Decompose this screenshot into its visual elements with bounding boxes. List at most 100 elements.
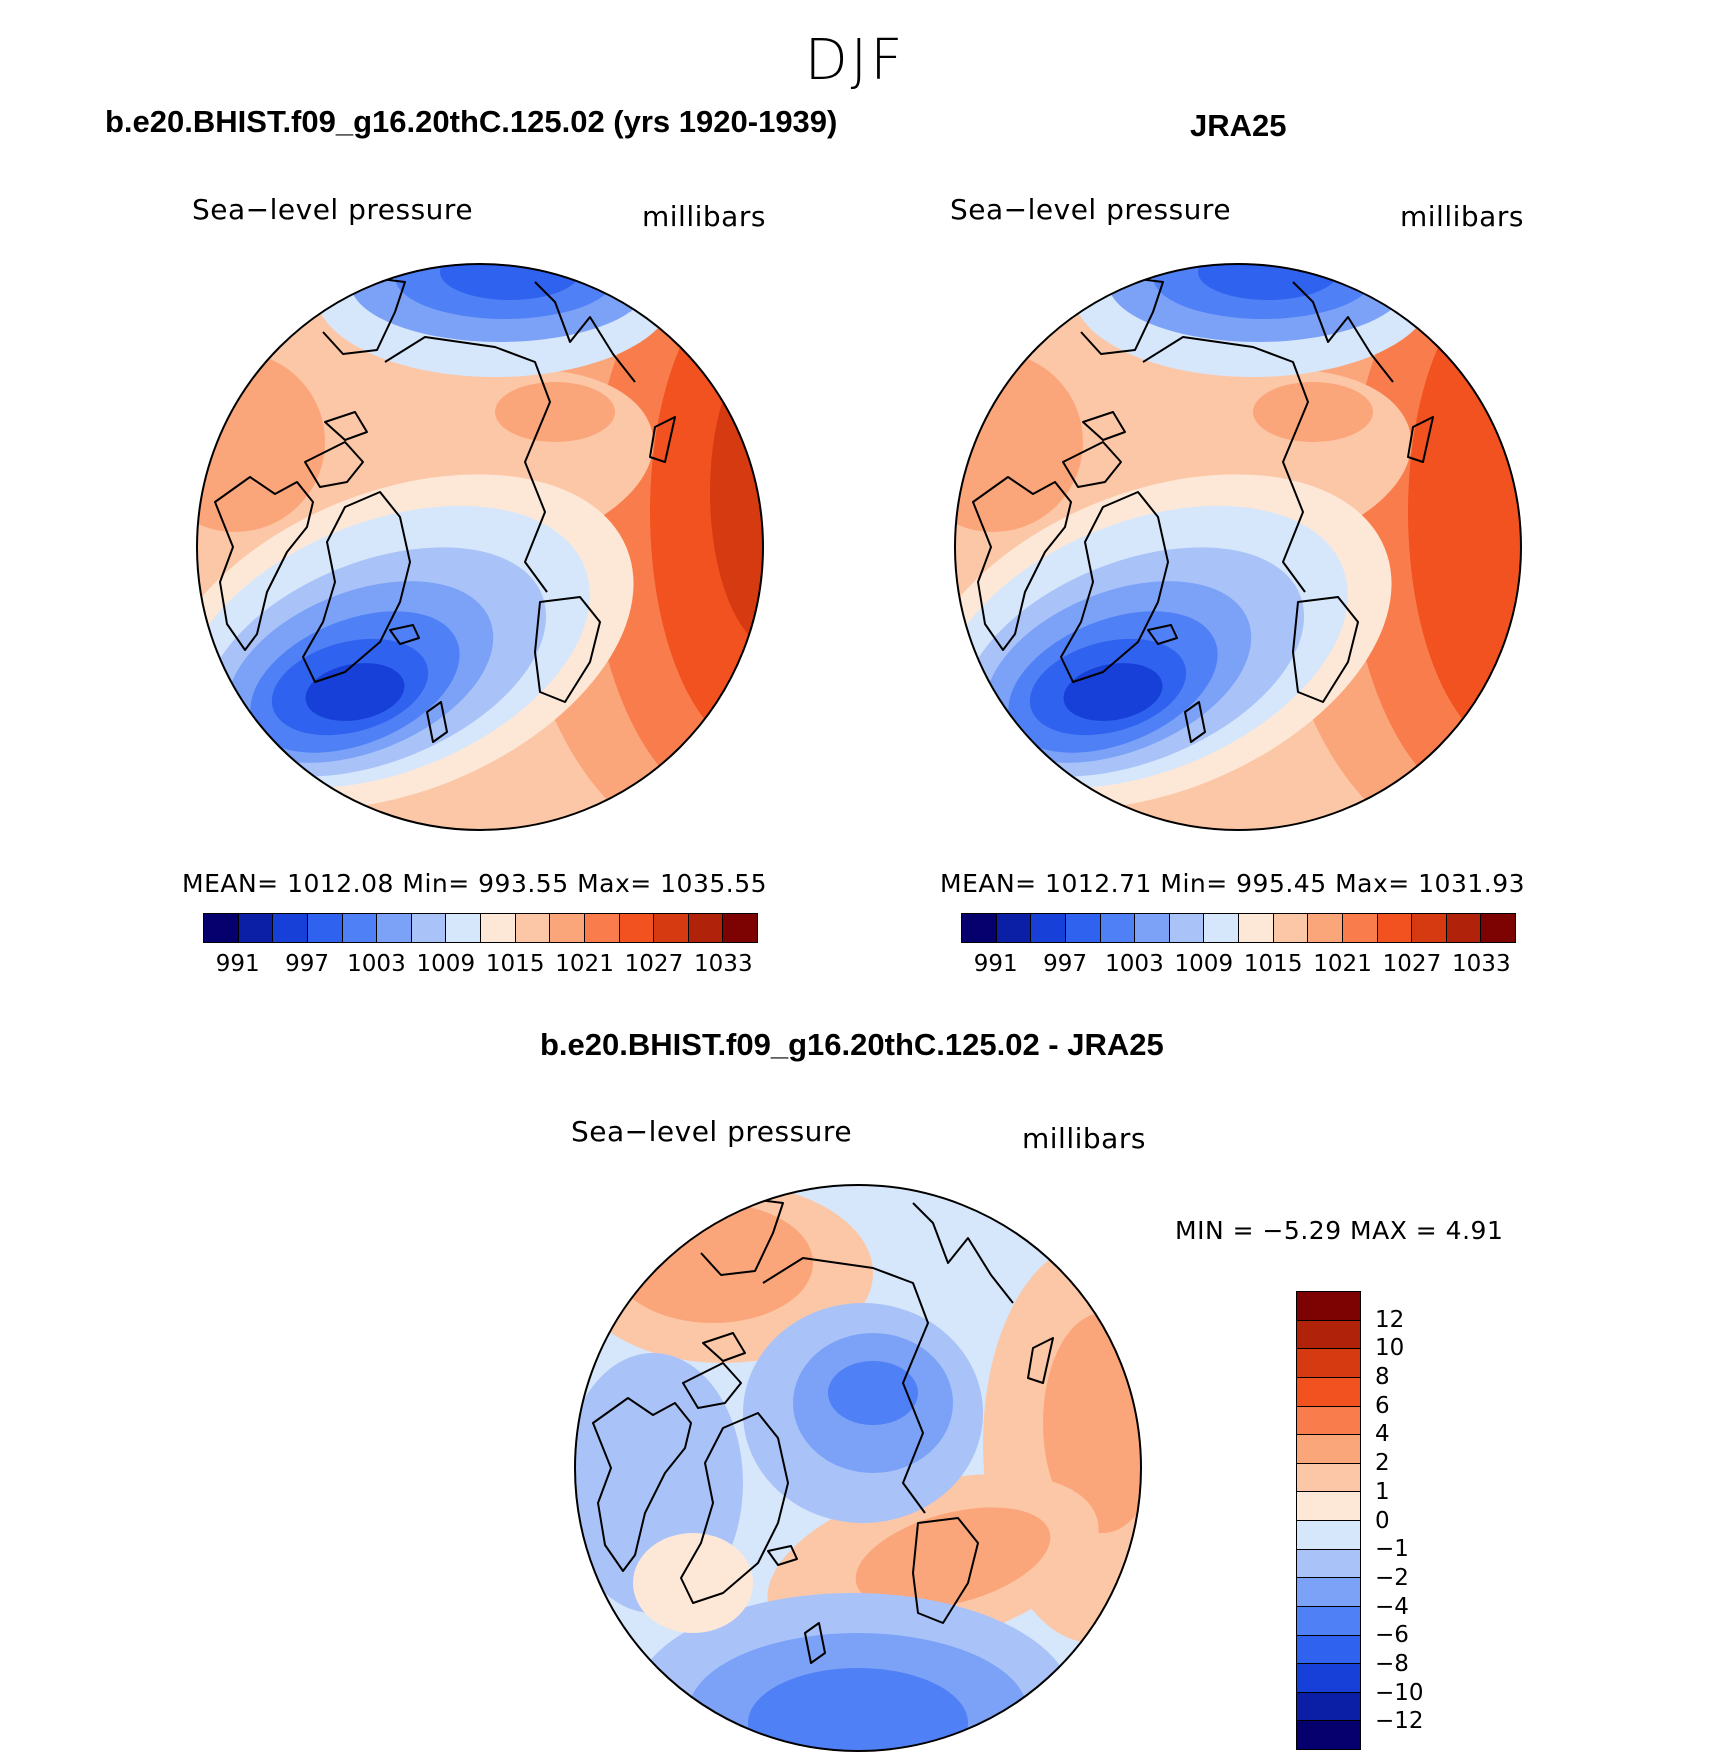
colorbar-tick-label: 1 bbox=[1375, 1478, 1390, 1505]
colorbar-swatch bbox=[550, 914, 585, 942]
colorbar-swatch bbox=[1297, 1606, 1360, 1636]
coastline bbox=[324, 411, 368, 441]
map-border bbox=[196, 263, 764, 831]
coastline bbox=[972, 476, 1072, 651]
colorbar-swatch bbox=[1297, 1492, 1360, 1521]
colorbar-swatch bbox=[273, 914, 308, 942]
colorbar-tick-label: 6 bbox=[1375, 1392, 1390, 1419]
coastline bbox=[534, 281, 636, 383]
coastline bbox=[1062, 441, 1122, 488]
colorbar-swatch bbox=[377, 914, 412, 942]
colorbar-swatch bbox=[1297, 1521, 1360, 1550]
colorbar-swatch bbox=[307, 914, 343, 942]
panel3-stats: MIN = −5.29 MAX = 4.91 bbox=[1175, 1216, 1504, 1245]
colorbar-swatch bbox=[1377, 914, 1413, 942]
panel2-polar-map bbox=[954, 263, 1522, 831]
colorbar-tick-label: 10 bbox=[1375, 1335, 1405, 1362]
colorbar-swatch bbox=[619, 914, 655, 942]
colorbar-tick-label: 1009 bbox=[416, 951, 476, 977]
colorbar-tick-label: 1027 bbox=[624, 951, 684, 977]
colorbar-tick-label: 997 bbox=[285, 951, 330, 977]
colorbar-tick-label: −2 bbox=[1375, 1564, 1409, 1591]
siberian-high-core bbox=[1468, 332, 1521, 652]
aleutian-low-core bbox=[1198, 264, 1338, 300]
colorbar-tick-label: −10 bbox=[1375, 1679, 1424, 1706]
colorbar-swatch bbox=[1481, 914, 1515, 942]
colorbar-swatch bbox=[1342, 914, 1378, 942]
coastline bbox=[302, 491, 411, 683]
colorbar-swatch bbox=[1273, 914, 1309, 942]
coastline bbox=[1184, 701, 1206, 743]
coastline bbox=[767, 1545, 798, 1566]
coastline bbox=[384, 336, 551, 593]
colorbar-tick-label: 997 bbox=[1043, 951, 1088, 977]
colorbar-tick-label: 12 bbox=[1375, 1306, 1405, 1333]
colorbar-tick-label: 1003 bbox=[1105, 951, 1164, 977]
colorbar-swatch bbox=[1297, 1664, 1360, 1693]
page-title: DJF bbox=[804, 28, 906, 93]
panel1-stats: MEAN= 1012.08 Min= 993.55 Max= 1035.55 bbox=[182, 869, 768, 898]
colorbar-swatch bbox=[1297, 1578, 1360, 1607]
colorbar-swatch bbox=[515, 914, 551, 942]
negative-anomaly bbox=[828, 1361, 918, 1425]
colorbar-tick-label: −6 bbox=[1375, 1622, 1409, 1649]
colorbar-swatch bbox=[1297, 1377, 1360, 1407]
colorbar-swatch bbox=[411, 914, 447, 942]
coastline bbox=[1142, 336, 1309, 593]
positive-anomaly bbox=[633, 1533, 753, 1633]
colorbar-tick-label: 2 bbox=[1375, 1450, 1390, 1477]
coastline bbox=[1082, 411, 1126, 441]
coastline bbox=[1292, 281, 1394, 383]
panel1-title: b.e20.BHIST.f09_g16.20thC.125.02 (yrs 19… bbox=[105, 104, 838, 139]
pacific-high bbox=[197, 352, 325, 532]
colorbar-tick-label: 1033 bbox=[1452, 951, 1511, 977]
colorbar-swatch bbox=[1297, 1721, 1360, 1749]
colorbar-swatch bbox=[481, 914, 516, 942]
colorbar-swatch bbox=[1412, 914, 1447, 942]
colorbar-swatch bbox=[1297, 1320, 1360, 1350]
colorbar-swatch bbox=[238, 914, 274, 942]
colorbar-tick-label: −4 bbox=[1375, 1593, 1409, 1620]
colorbar-swatch bbox=[962, 914, 997, 942]
colorbar-swatch bbox=[1100, 914, 1136, 942]
coastline bbox=[1027, 1337, 1054, 1384]
coastline bbox=[1080, 276, 1164, 355]
colorbar-tick-label: 1027 bbox=[1382, 951, 1442, 977]
colorbar-swatch bbox=[1239, 914, 1274, 942]
coastline bbox=[214, 476, 314, 651]
colorbar-tick-label: 1021 bbox=[1313, 951, 1372, 977]
colorbar-tick-label: 1033 bbox=[694, 951, 753, 977]
colorbar-swatch bbox=[204, 914, 239, 942]
panel3-title: b.e20.BHIST.f09_g16.20thC.125.02 - JRA25 bbox=[540, 1027, 1164, 1062]
coastline bbox=[702, 1332, 746, 1362]
panel3-polar-map bbox=[574, 1184, 1142, 1752]
colorbar-swatch bbox=[1204, 914, 1239, 942]
panel1-colorbar bbox=[203, 913, 758, 943]
colorbar-tick-label: 991 bbox=[973, 951, 1018, 977]
coastline bbox=[322, 276, 406, 355]
colorbar-swatch bbox=[1297, 1549, 1360, 1579]
aleutian-low-core bbox=[440, 264, 580, 300]
colorbar-tick-label: −1 bbox=[1375, 1536, 1409, 1563]
panel1-field-label: Sea−level pressure bbox=[192, 193, 474, 226]
coastline bbox=[426, 701, 448, 743]
arctic-ridge bbox=[1253, 382, 1373, 442]
colorbar-swatch bbox=[1297, 1292, 1360, 1321]
colorbar-tick-label: 1003 bbox=[347, 951, 406, 977]
colorbar-swatch bbox=[1031, 914, 1066, 942]
coastline bbox=[304, 441, 364, 488]
arctic-ridge bbox=[495, 382, 615, 442]
colorbar-swatch bbox=[723, 914, 757, 942]
colorbar-swatch bbox=[1308, 914, 1343, 942]
colorbar-tick-label: 1015 bbox=[1243, 951, 1303, 977]
colorbar-tick-label: 1021 bbox=[555, 951, 614, 977]
coastline bbox=[592, 1397, 692, 1572]
colorbar-swatch bbox=[654, 914, 689, 942]
colorbar-swatch bbox=[584, 914, 620, 942]
panel3-colorbar bbox=[1296, 1291, 1361, 1750]
colorbar-tick-label: −12 bbox=[1375, 1708, 1424, 1735]
map-border bbox=[954, 263, 1522, 831]
colorbar-tick-label: 1015 bbox=[485, 951, 545, 977]
colorbar-tick-label: −8 bbox=[1375, 1650, 1409, 1677]
colorbar-swatch bbox=[1065, 914, 1101, 942]
